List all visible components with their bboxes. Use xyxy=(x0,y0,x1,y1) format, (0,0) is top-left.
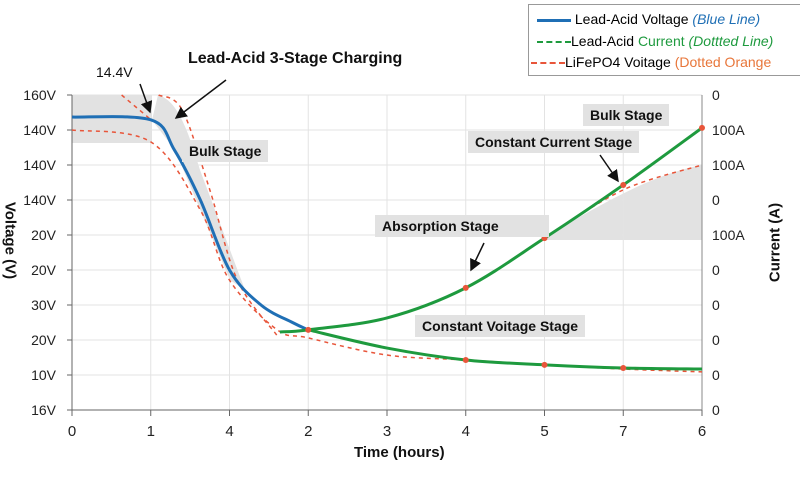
y-tick-label: 16V xyxy=(31,402,57,418)
data-marker xyxy=(699,124,705,131)
y2-tick-label: 0 xyxy=(712,87,720,103)
x-tick-label: 1 xyxy=(147,423,155,440)
legend-hint: (Dottted Line) xyxy=(688,33,774,49)
y-axis-label: Voltage (V) xyxy=(1,201,19,280)
y2-axis-label: Current (A) xyxy=(766,202,784,283)
y2-tick-label: 0 xyxy=(712,297,720,313)
data-marker xyxy=(305,326,312,333)
y-tick-label: 30V xyxy=(31,297,57,313)
x-tick-label: 3 xyxy=(383,423,391,440)
y2-tick-label: 0 xyxy=(712,332,720,348)
y-tick-label: 160V xyxy=(23,87,56,103)
legend-item-lifepo4-voltage: LiFePO4 Voitage xyxy=(565,54,671,70)
data-marker xyxy=(541,361,548,368)
y2-tick-label: 100A xyxy=(712,227,745,243)
legend-item-lead-acid-voltage: Lead-Acid Voltage xyxy=(574,11,689,27)
y2-tick-label: 0 xyxy=(712,367,720,383)
shaded-region-right xyxy=(543,165,702,240)
legend-green-dashed-swatch xyxy=(537,41,571,44)
legend-blue-line-swatch xyxy=(537,18,571,22)
data-marker xyxy=(620,181,627,188)
legend: Lead-Acid Voltage (Blue Line) Lead-Acid … xyxy=(528,4,800,76)
y-tick-label: 140V xyxy=(23,157,56,173)
legend-hint: (Blue Line) xyxy=(692,11,761,27)
y2-tick-label: 100A xyxy=(712,157,745,173)
y-tick-label: 140V xyxy=(23,192,56,208)
annotation-arrow xyxy=(139,83,153,114)
legend-item-lead-acid-current: Lead-Acid xyxy=(571,33,635,49)
data-marker xyxy=(462,284,469,291)
annotation-absorption-stage: Absorption Stage xyxy=(375,215,549,237)
x-tick-label: 2 xyxy=(304,423,312,440)
data-marker xyxy=(620,365,627,371)
annotation-bulk-stage-right: Bulk Stage xyxy=(583,104,670,126)
annotation-bulk-stage-left: Bulk Stage xyxy=(182,140,269,162)
y2-tick-label: 100A xyxy=(712,122,745,138)
annotation-constant-voltage-stage: Constant Voitage Stage xyxy=(415,315,586,337)
annotation-arrow xyxy=(470,242,485,272)
x-tick-label: 4 xyxy=(462,423,470,440)
x-tick-label: 7 xyxy=(619,423,627,440)
x-tick-label: 0 xyxy=(68,423,76,440)
chart-title: Lead-Acid 3-Stage Charging xyxy=(188,50,403,67)
y2-tick-label: 0 xyxy=(712,262,720,278)
x-tick-label: 5 xyxy=(540,423,548,440)
legend-item-current-word: Current xyxy=(637,33,685,49)
data-marker xyxy=(462,356,469,363)
y-tick-label: 10V xyxy=(31,367,57,383)
x-tick-label: 4 xyxy=(225,423,233,440)
y-tick-label: 20V xyxy=(31,332,57,348)
legend-hint: (Dotted Orange xyxy=(674,54,772,70)
x-tick-label: 6 xyxy=(698,423,706,440)
annotation-arrow xyxy=(599,154,619,183)
y-tick-label: 20V xyxy=(31,262,57,278)
annotation-constant-current-stage: Constant Current Stage xyxy=(468,131,640,153)
series-line-lead-acid-voltage xyxy=(71,115,309,332)
annotation-arrow xyxy=(174,79,227,119)
y2-tick-label: 0 xyxy=(712,402,720,418)
y2-tick-label: 0 xyxy=(712,192,720,208)
legend-orange-dashed-swatch xyxy=(531,62,565,65)
x-axis-label: Time (hours) xyxy=(354,444,445,461)
annotation-14-4v: 14.4V xyxy=(96,64,133,80)
y-tick-label: 140V xyxy=(23,122,56,138)
series-line-lead-acid-voltage-tail- xyxy=(307,328,703,371)
y-tick-label: 20V xyxy=(31,227,57,243)
series-line-lifepo4-voltage-upper-b xyxy=(158,94,278,336)
